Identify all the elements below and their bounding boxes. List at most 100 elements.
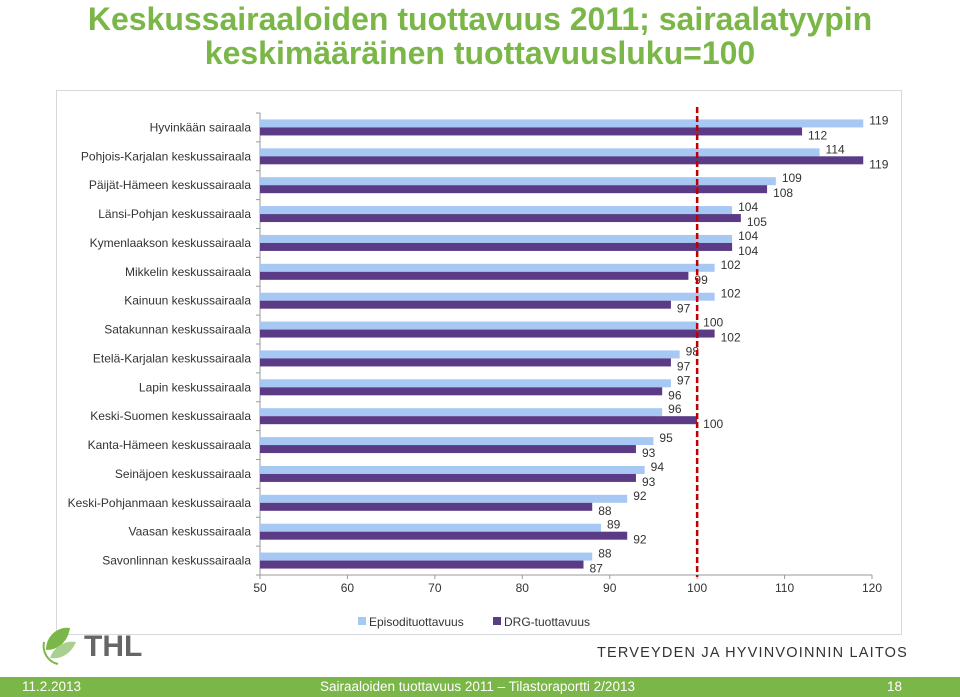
data-label: 95 [659,431,673,445]
bar [260,445,636,454]
data-label: 92 [633,489,647,503]
bar [260,473,636,482]
bar [260,300,671,309]
data-label: 102 [721,331,741,345]
category-label: Lapin keskussairaala [139,380,251,394]
category-label: Kainuun keskussairaala [124,294,251,308]
data-label: 112 [808,128,827,142]
legend-label: Episodituottavuus [369,615,464,629]
bar [260,437,654,446]
category-label: Hyvinkään sairaala [150,120,252,134]
bar [260,465,645,474]
data-label: 97 [677,302,691,316]
category-label: Vaasan keskussairaala [128,525,251,539]
chart-frame [56,90,902,635]
category-label: Pohjois-Karjalan keskussairaala [81,149,251,163]
x-tick-label: 90 [603,581,617,595]
category-label: Satakunnan keskussairaala [104,323,251,337]
bar [260,148,820,157]
category-label: Mikkelin keskussairaala [125,265,251,279]
category-label: Länsi-Pohjan keskussairaala [98,207,251,221]
bar [260,560,584,569]
bar [260,350,680,359]
data-label: 97 [677,359,691,373]
bar [260,321,698,330]
thl-logo: THL [42,627,142,665]
data-label: 109 [782,171,802,185]
bar [260,127,803,136]
bar [260,416,698,425]
x-tick-label: 50 [253,581,267,595]
data-label: 104 [738,200,758,214]
category-label: Päijät-Hämeen keskussairaala [89,178,251,192]
category-label: Etelä-Karjalan keskussairaala [93,351,251,365]
x-tick-label: 110 [775,581,794,595]
bar [260,156,864,165]
bar [260,523,601,532]
data-label: 119 [869,113,888,127]
x-tick-label: 100 [687,581,707,595]
category-label: Keski-Suomen keskussairaala [90,409,251,423]
legend-label: DRG-tuottavuus [504,615,590,629]
category-label: Kanta-Hämeen keskussairaala [88,438,252,452]
title-line-2: keskimääräinen tuottavuusluku=100 [204,35,756,71]
organization-name: TERVEYDEN JA HYVINVOINNIN LAITOS [596,645,908,661]
data-label: 104 [738,244,758,258]
category-label: Seinäjoen keskussairaala [115,467,251,481]
bar [260,234,733,243]
bar [260,242,733,251]
data-label: 92 [633,533,647,547]
data-label: 102 [721,258,741,272]
legend-swatch [358,617,366,625]
bar [260,214,741,223]
footer-bar: 11.2.2013 Sairaaloiden tuottavuus 2011 –… [0,677,960,697]
category-label: Keski-Pohjanmaan keskussairaala [68,496,252,510]
page-number: 18 [886,679,902,694]
data-label: 100 [703,417,723,431]
x-tick-label: 70 [428,581,442,595]
data-label: 94 [651,460,665,474]
bar [260,185,768,194]
bar [260,177,776,186]
data-label: 108 [773,186,793,200]
slide-title: Keskussairaaloiden tuottavuus 2011; sair… [0,2,960,70]
logo-text: THL [84,630,142,663]
bar [260,552,593,561]
bar [260,206,733,215]
category-label: Savonlinnan keskussairaala [102,554,251,568]
category-label: Kymenlaakson keskussairaala [90,236,252,250]
data-label: 114 [826,142,845,156]
bar [260,271,689,280]
data-label: 104 [738,229,758,243]
bar [260,119,864,128]
data-label: 100 [703,316,723,330]
data-label: 88 [598,547,612,561]
bar [260,387,663,396]
legend-swatch [493,617,501,625]
data-label: 96 [668,388,682,402]
x-tick-label: 80 [516,581,530,595]
title-line-1: Keskussairaaloiden tuottavuus 2011; sair… [87,1,873,37]
thl-leaf-icon [42,627,76,665]
data-label: 119 [869,157,888,171]
bar [260,329,715,338]
data-label: 102 [721,287,741,301]
data-label: 88 [598,504,612,518]
footer-text: Sairaaloiden tuottavuus 2011 – Tilastora… [320,679,635,694]
data-label: 96 [668,402,682,416]
bar [260,494,628,503]
data-label: 97 [677,373,691,387]
bar [260,502,593,511]
data-label: 93 [642,475,656,489]
data-label: 89 [607,518,621,532]
x-tick-label: 120 [862,581,882,595]
bar [260,531,628,540]
data-label: 87 [589,562,603,576]
bar [260,358,671,367]
bar [260,379,671,388]
bar [260,292,715,301]
data-label: 105 [747,215,767,229]
x-tick-label: 60 [341,581,355,595]
bar [260,408,663,417]
